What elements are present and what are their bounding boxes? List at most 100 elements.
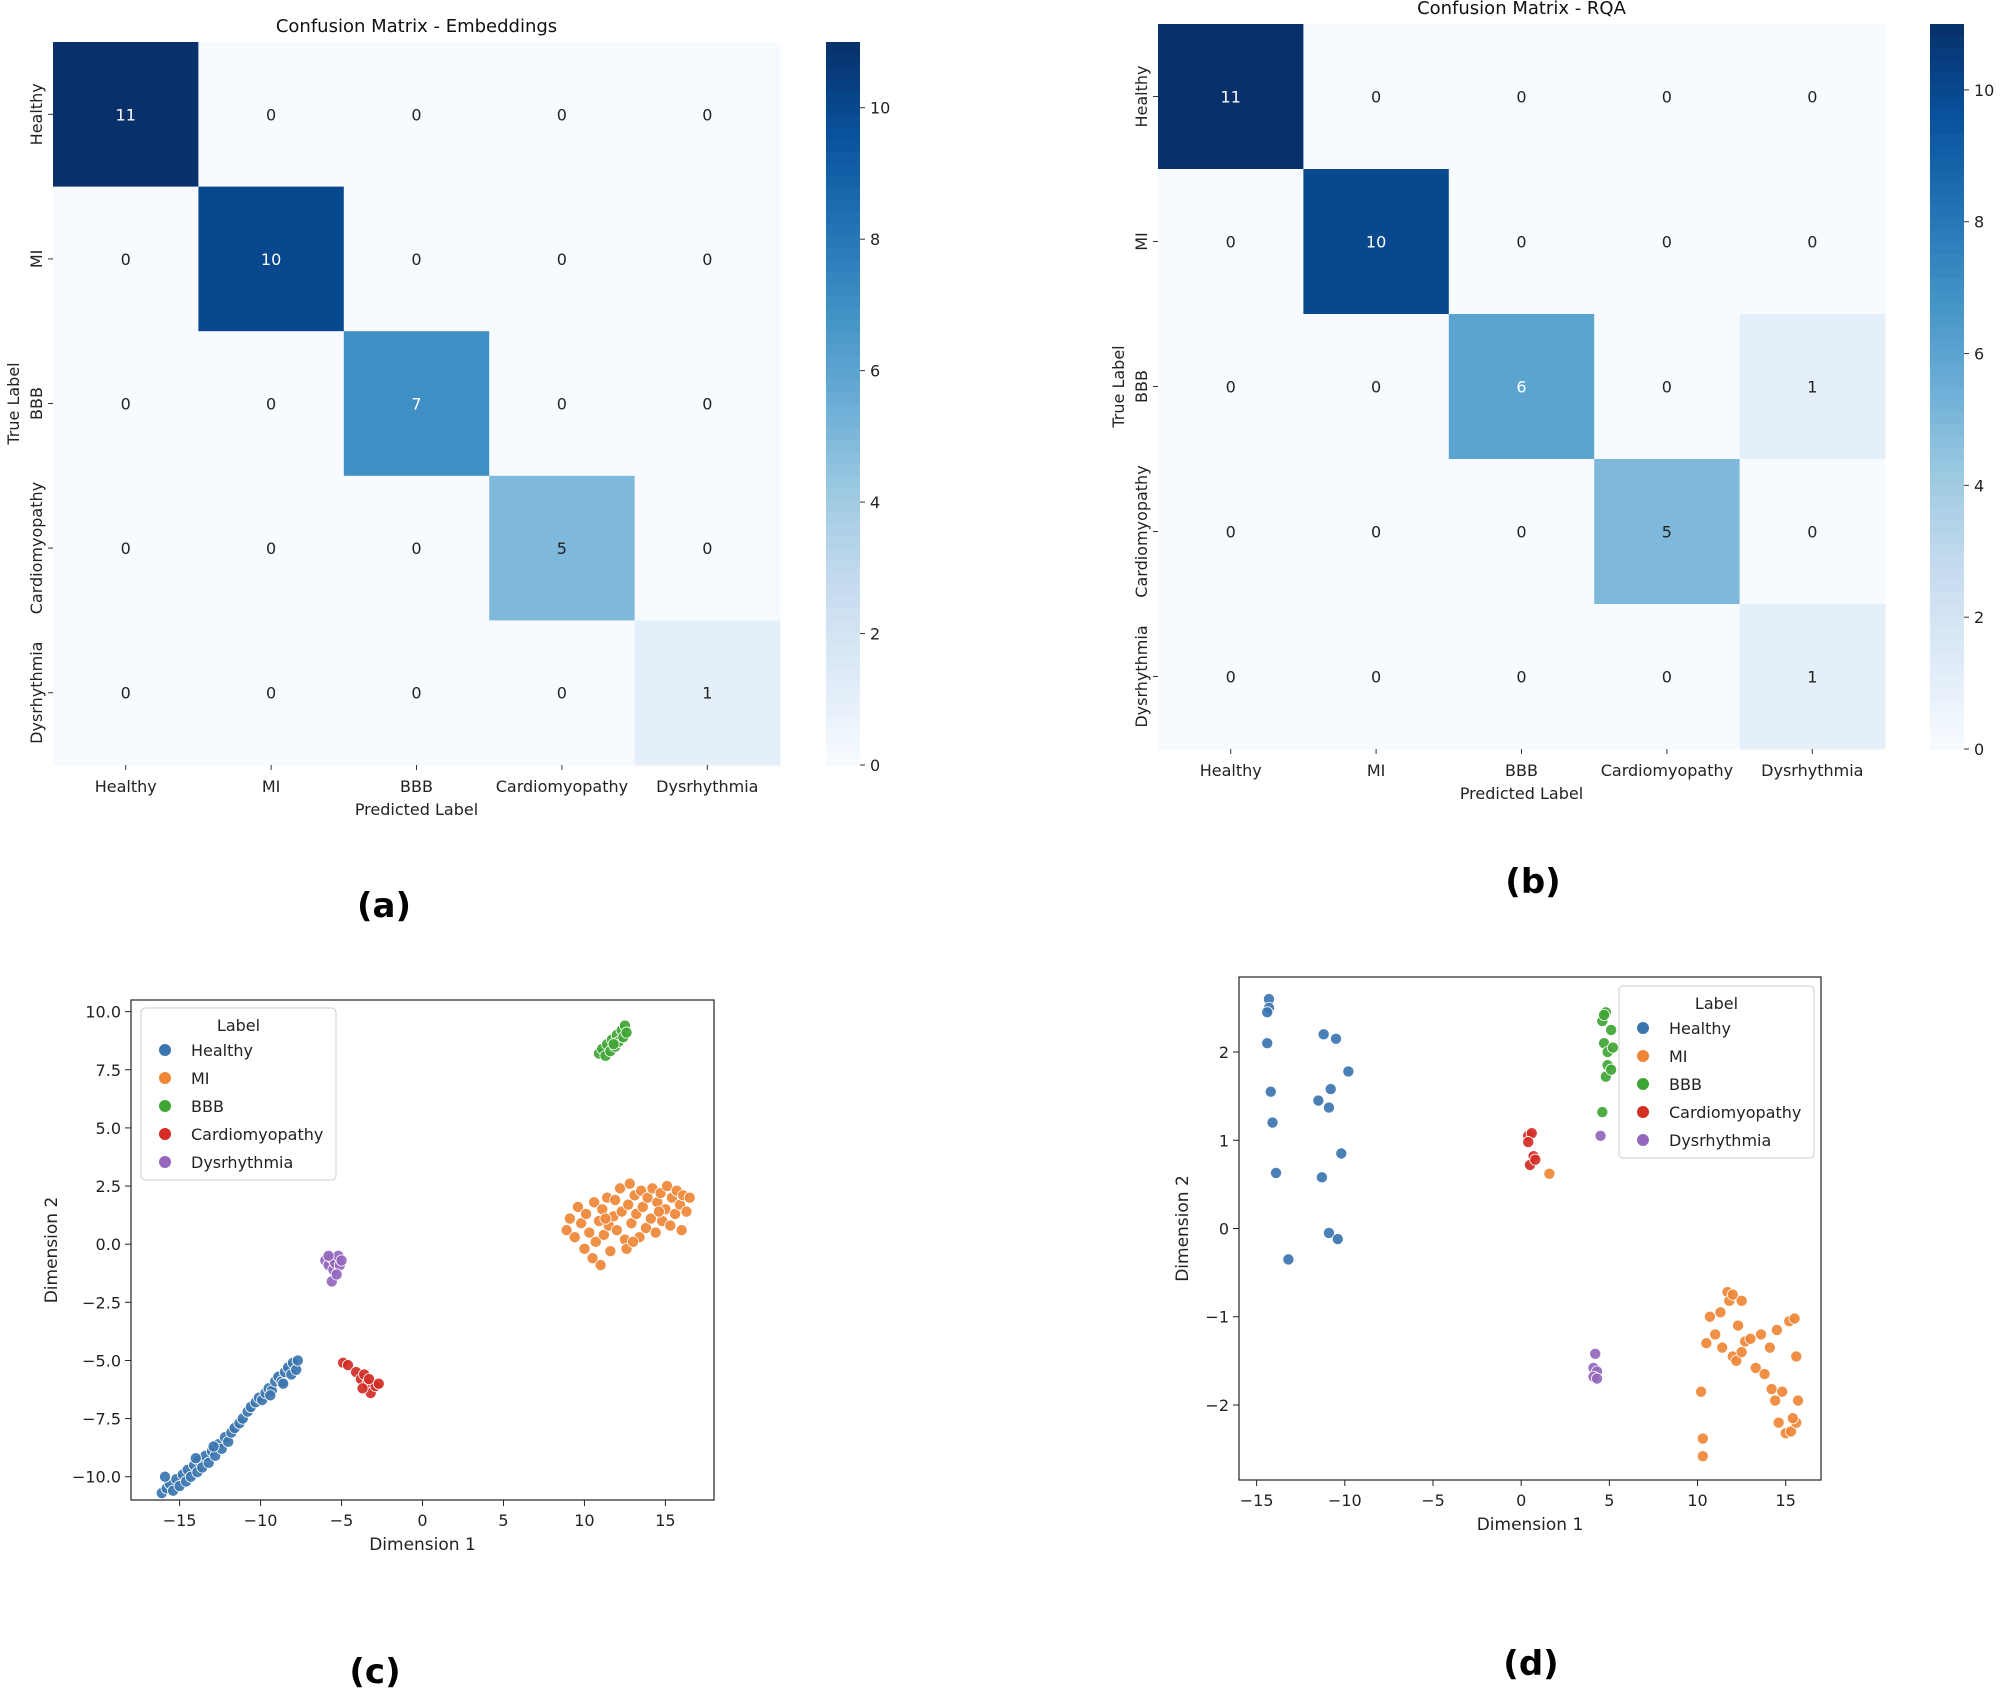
colorbar-segment — [1930, 628, 1964, 641]
data-point-mi — [1758, 1368, 1771, 1381]
x-tick-label: MI — [262, 777, 281, 796]
colorbar-segment — [826, 704, 860, 718]
data-point-cardiomyopathy — [356, 1382, 369, 1395]
colorbar-segment — [826, 728, 860, 742]
data-point-mi — [1765, 1383, 1778, 1396]
data-point-mi — [614, 1182, 627, 1195]
data-point-healthy — [207, 1440, 220, 1453]
data-point-mi — [636, 1200, 649, 1213]
data-point-mi — [664, 1219, 677, 1232]
data-point-bbb — [620, 1026, 633, 1039]
heatmap-cell — [53, 620, 199, 766]
data-point-mi — [563, 1212, 576, 1225]
data-point-mi — [669, 1207, 682, 1220]
colorbar-segment — [826, 596, 860, 609]
cell-value-label: 0 — [1516, 668, 1526, 687]
heatmap-cell — [198, 331, 345, 477]
colorbar-segment — [1930, 422, 1964, 436]
colorbar-segment — [1930, 24, 1964, 37]
data-point-mi — [1788, 1312, 1801, 1325]
colorbar-segment — [826, 560, 860, 573]
data-point-mi — [661, 1180, 674, 1193]
colorbar-segment — [1930, 108, 1964, 122]
colorbar-segment — [1930, 579, 1964, 593]
data-point-mi — [1726, 1288, 1739, 1301]
colorbar-segment — [826, 210, 860, 224]
colorbar-segment — [826, 295, 860, 308]
data-point-mi — [1769, 1394, 1782, 1407]
heatmap-cell — [198, 475, 345, 621]
legend-entry-label: MI — [191, 1069, 210, 1088]
heatmap-cell — [1739, 459, 1886, 605]
heatmap-cell — [1594, 24, 1741, 170]
data-point-cardiomyopathy — [372, 1377, 385, 1390]
data-point-cardiomyopathy — [363, 1373, 376, 1386]
heatmap-cell — [1594, 169, 1741, 315]
cell-value-label: 0 — [1516, 88, 1526, 107]
colorbar-segment — [826, 391, 860, 405]
data-point-healthy — [159, 1470, 172, 1483]
legend-marker — [159, 1128, 171, 1140]
y-tick-label: Dysrhythmia — [1132, 625, 1151, 727]
data-point-healthy — [1324, 1083, 1337, 1096]
data-point-mi — [1786, 1412, 1799, 1425]
colorbar-segment — [826, 511, 860, 525]
colorbar-tick-label: 8 — [870, 230, 880, 249]
data-point-mi — [683, 1191, 696, 1204]
colorbar-segment — [1930, 193, 1964, 206]
heatmap-cell — [489, 475, 636, 621]
colorbar-segment — [1930, 338, 1964, 351]
heatmap-cell — [1448, 604, 1595, 750]
data-point-healthy — [1322, 1101, 1335, 1114]
data-point-mi — [1700, 1337, 1713, 1350]
cell-value-label: 0 — [1516, 233, 1526, 252]
colorbar-segment — [1930, 241, 1964, 255]
legend-marker — [1637, 1106, 1649, 1118]
colorbar-segment — [826, 319, 860, 332]
data-point-mi — [622, 1198, 635, 1211]
data-point-mi — [1735, 1346, 1748, 1359]
heatmap-cell — [634, 331, 781, 477]
data-point-mi — [1730, 1354, 1743, 1367]
data-point-cardiomyopathy — [1522, 1136, 1535, 1149]
colorbar-segment — [1930, 604, 1964, 617]
heatmap-cell — [343, 620, 490, 766]
data-point-mi — [578, 1242, 591, 1255]
heatmap-cell — [489, 331, 636, 477]
colorbar-segment — [1930, 567, 1964, 581]
cell-value-label: 0 — [121, 250, 131, 269]
colorbar-segment — [826, 66, 860, 79]
colorbar-segment — [1930, 72, 1964, 86]
colorbar-segment — [826, 427, 860, 441]
x-tick-label: BBB — [400, 777, 433, 796]
heatmap-cell — [634, 186, 781, 332]
y-tick-label: Healthy — [27, 83, 46, 145]
colorbar-segment — [1930, 591, 1964, 605]
colorbar-segment — [1930, 446, 1964, 460]
colorbar-segment — [826, 138, 860, 152]
y-tick-label: Dysrhythmia — [27, 642, 46, 744]
colorbar-segment — [1930, 265, 1964, 279]
data-point-mi — [1709, 1328, 1722, 1341]
colorbar-segment — [826, 499, 860, 513]
data-point-mi — [1776, 1385, 1789, 1398]
colorbar-tick-label: 10 — [870, 99, 890, 118]
data-point-healthy — [1335, 1147, 1348, 1160]
heatmap-cell — [53, 331, 199, 477]
cell-value-label: 0 — [411, 105, 421, 124]
y-axis-label: True Label — [1109, 345, 1128, 428]
x-axis-label: Dimension 1 — [1477, 1515, 1584, 1535]
legend-entry-label: Cardiomyopathy — [1669, 1103, 1801, 1122]
panel-label-d: (d) — [1503, 1644, 1558, 1684]
colorbar-segment — [1930, 326, 1964, 339]
cell-value-label: 0 — [702, 395, 712, 414]
colorbar-segment — [826, 258, 860, 272]
y-tick-label: −7.5 — [82, 1410, 121, 1429]
heatmap-cell — [1739, 169, 1886, 315]
chart-title: Confusion Matrix - Embeddings — [276, 16, 557, 37]
cell-value-label: 0 — [1662, 233, 1672, 252]
colorbar-segment — [826, 680, 860, 694]
heatmap-cell — [198, 186, 345, 332]
panel-label-a: (a) — [357, 886, 411, 926]
y-tick-label: −1 — [1205, 1308, 1229, 1327]
